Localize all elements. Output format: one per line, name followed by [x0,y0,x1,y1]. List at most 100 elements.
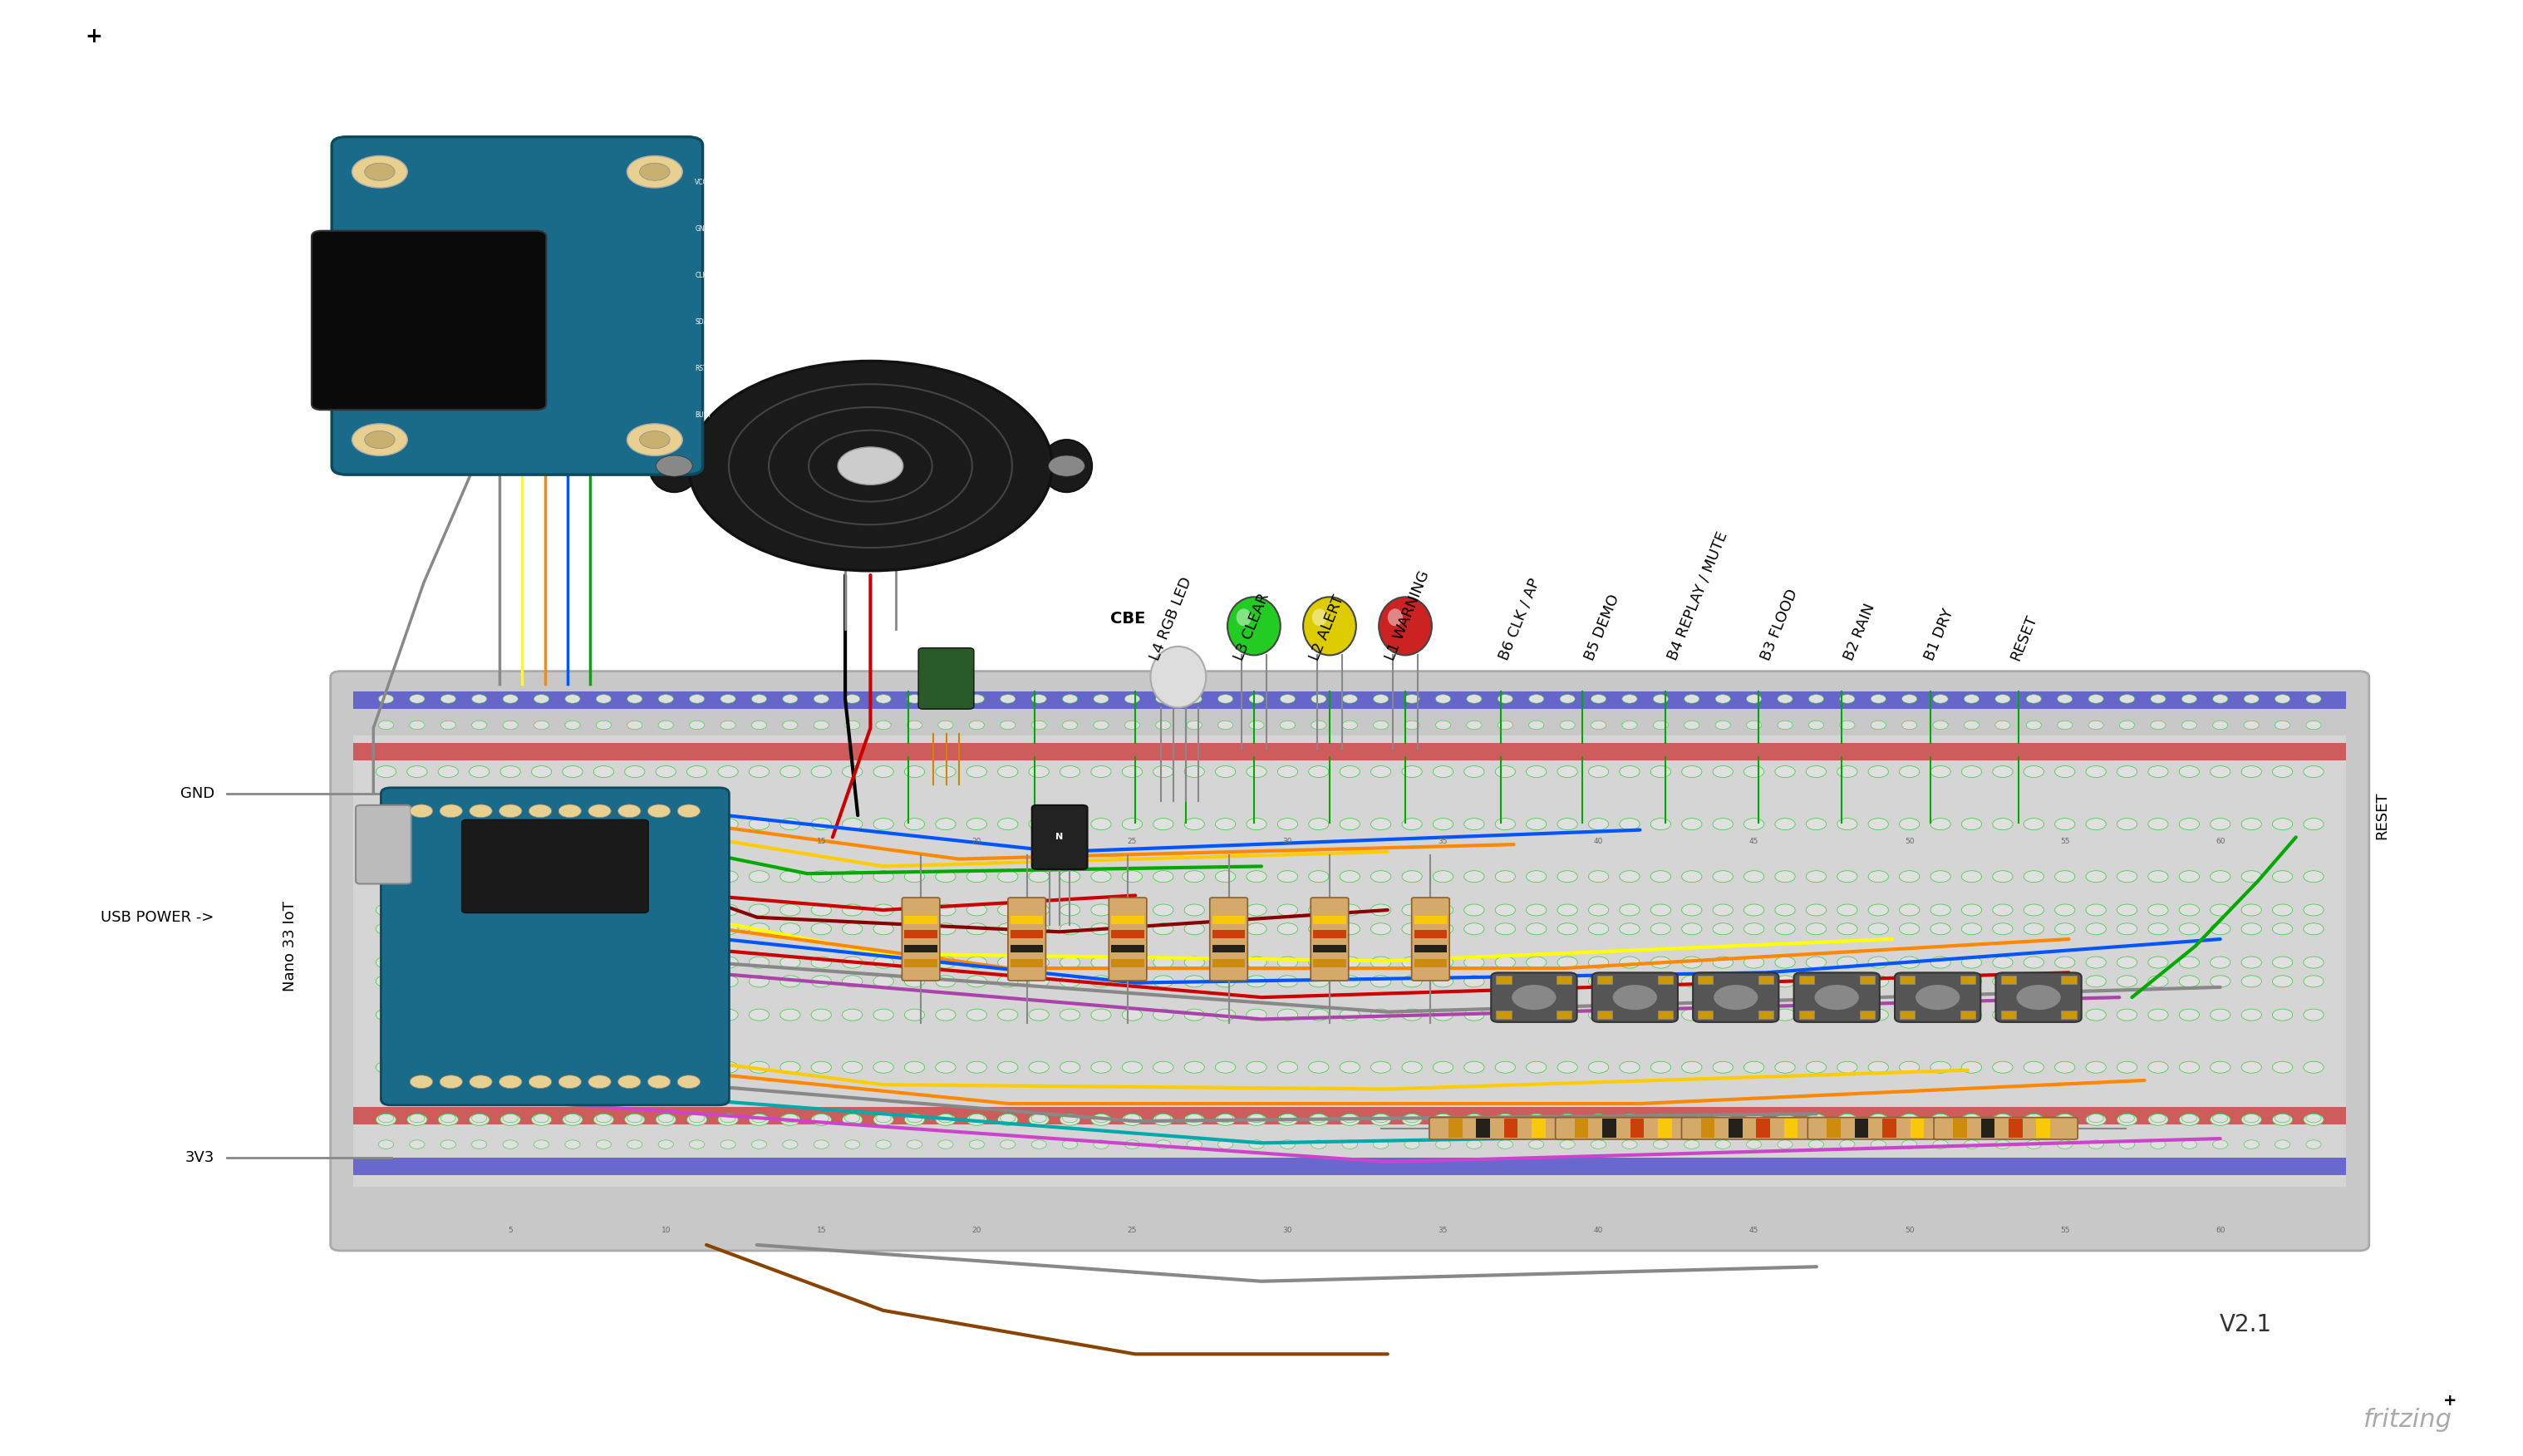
Circle shape [411,1075,434,1089]
Circle shape [686,904,706,916]
Circle shape [1405,1114,1420,1123]
Bar [1784,1120,1799,1139]
Circle shape [999,695,1014,703]
Circle shape [1153,923,1173,935]
Circle shape [1837,1009,1857,1021]
Bar [1859,1010,1875,1019]
Circle shape [1612,984,1658,1010]
Circle shape [1340,957,1360,968]
Circle shape [1683,1009,1703,1021]
Circle shape [1529,1114,1544,1123]
Circle shape [1216,766,1236,778]
Circle shape [1592,1140,1607,1149]
Bar [1698,1010,1713,1019]
Circle shape [2240,923,2261,935]
Text: B1 DRY: B1 DRY [1923,606,1958,662]
Text: 55: 55 [2061,837,2069,846]
Circle shape [873,1061,893,1073]
Circle shape [1806,1061,1827,1073]
Circle shape [1029,766,1050,778]
Circle shape [1900,923,1920,935]
Circle shape [1370,1009,1390,1021]
Circle shape [1867,904,1887,916]
Circle shape [749,904,770,916]
Circle shape [1123,1114,1143,1125]
Circle shape [2210,1061,2230,1073]
Circle shape [969,721,984,729]
Circle shape [376,957,396,968]
FancyBboxPatch shape [356,805,411,884]
Text: 35: 35 [1438,1226,1448,1235]
Circle shape [558,804,580,818]
Circle shape [2150,721,2165,729]
Circle shape [1340,904,1360,916]
Circle shape [532,904,553,916]
Circle shape [1277,871,1297,882]
Circle shape [2023,1114,2044,1125]
Circle shape [1403,957,1423,968]
Circle shape [2240,871,2261,882]
Circle shape [1963,695,1978,703]
Circle shape [906,1114,921,1123]
Circle shape [1557,1061,1577,1073]
Circle shape [1996,695,2011,703]
Circle shape [1716,1140,1731,1149]
Circle shape [593,1061,613,1073]
Circle shape [1340,923,1360,935]
FancyBboxPatch shape [1680,1118,1827,1140]
Circle shape [535,695,550,703]
Circle shape [2147,923,2167,935]
Circle shape [1153,871,1173,882]
Circle shape [1839,695,1854,703]
Circle shape [1713,1009,1733,1021]
Circle shape [1342,721,1357,729]
Circle shape [1062,695,1077,703]
Text: 25: 25 [1128,837,1138,846]
Circle shape [997,766,1017,778]
Circle shape [1900,1061,1920,1073]
Circle shape [812,976,833,987]
Circle shape [843,976,863,987]
Circle shape [2119,695,2134,703]
Circle shape [1683,1061,1703,1073]
Circle shape [906,721,921,729]
Circle shape [906,695,921,703]
Circle shape [1960,957,1981,968]
Circle shape [1746,1114,1761,1123]
Circle shape [659,695,674,703]
Circle shape [2150,695,2165,703]
Circle shape [469,923,489,935]
Circle shape [689,695,704,703]
Circle shape [2023,766,2044,778]
Circle shape [638,163,669,181]
Circle shape [1743,766,1764,778]
Circle shape [2087,957,2107,968]
Circle shape [1123,923,1143,935]
Bar [1597,1010,1612,1019]
Circle shape [780,1061,800,1073]
Circle shape [845,1140,860,1149]
Circle shape [1496,818,1516,830]
Circle shape [1746,721,1761,729]
Circle shape [1716,695,1731,703]
Circle shape [469,1009,489,1021]
Circle shape [1557,871,1577,882]
Circle shape [1433,818,1453,830]
Circle shape [1930,957,1950,968]
Circle shape [1809,721,1824,729]
Circle shape [1870,695,1885,703]
Circle shape [1900,904,1920,916]
Circle shape [1900,976,1920,987]
Circle shape [656,456,691,476]
Circle shape [873,957,893,968]
Bar [1448,1120,1463,1139]
Circle shape [873,1114,893,1125]
Circle shape [843,871,863,882]
Circle shape [2147,766,2167,778]
Circle shape [439,871,459,882]
Circle shape [1312,1114,1327,1123]
Circle shape [812,957,833,968]
Circle shape [2054,1114,2074,1125]
Circle shape [1279,1114,1294,1123]
Circle shape [1403,818,1423,830]
